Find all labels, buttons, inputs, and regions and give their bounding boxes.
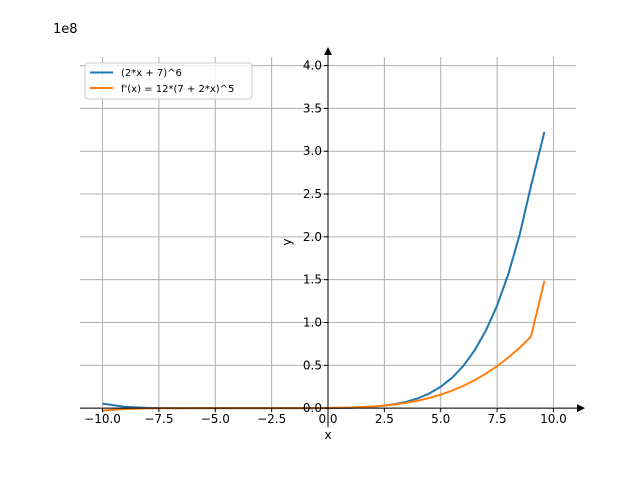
x-tick-label-2: −5.0 xyxy=(201,412,230,426)
y-tick-label-2: 1.0 xyxy=(303,316,322,330)
y-tick-label-7: 3.5 xyxy=(303,101,322,115)
x-axis-title: x xyxy=(324,428,331,442)
x-axis-arrow xyxy=(577,404,585,413)
series-lines xyxy=(102,131,546,412)
y-tick-label-1: 0.5 xyxy=(303,358,322,372)
y-tick-label-8: 4.0 xyxy=(303,59,322,73)
x-tick-label-8: 10.0 xyxy=(540,412,567,426)
x-tick-label-4: 0.0 xyxy=(318,412,337,426)
y-tick-label-0: 0.0 xyxy=(303,401,322,415)
y-tick-label-3: 1.5 xyxy=(303,273,322,287)
y-tick-label-6: 3.0 xyxy=(303,144,322,158)
x-tick-label-5: 2.5 xyxy=(375,412,394,426)
tick-labels: −10.0 −7.5 −5.0 −2.5 0.0 2.5 5.0 7.5 10.0 0.0 0.5 1… xyxy=(84,59,567,427)
x-tick-label-0: −10.0 xyxy=(84,412,121,426)
legend-label-series-2: f'(x) = 12*(7 + 2*x)^5 xyxy=(121,84,234,95)
y-tick-label-5: 2.5 xyxy=(303,187,322,201)
y-axis-arrow xyxy=(324,47,332,55)
offset-text: 1e8 xyxy=(53,22,78,37)
legend-label-series-1: (2*x + 7)^6 xyxy=(121,68,182,79)
legend: (2*x + 7)^6 f'(x) = 12*(7 + 2*x)^5 xyxy=(84,62,253,100)
y-axis-title: y xyxy=(280,238,294,245)
x-tick-label-6: 5.0 xyxy=(431,412,450,426)
y-tick-label-4: 2.0 xyxy=(303,230,322,244)
legend-box xyxy=(84,62,253,100)
x-tick-label-7: 7.5 xyxy=(488,412,507,426)
x-tick-label-1: −7.5 xyxy=(144,412,173,426)
x-tick-label-3: −2.5 xyxy=(257,412,286,426)
series-line-1 xyxy=(102,131,546,410)
axes xyxy=(80,47,585,427)
